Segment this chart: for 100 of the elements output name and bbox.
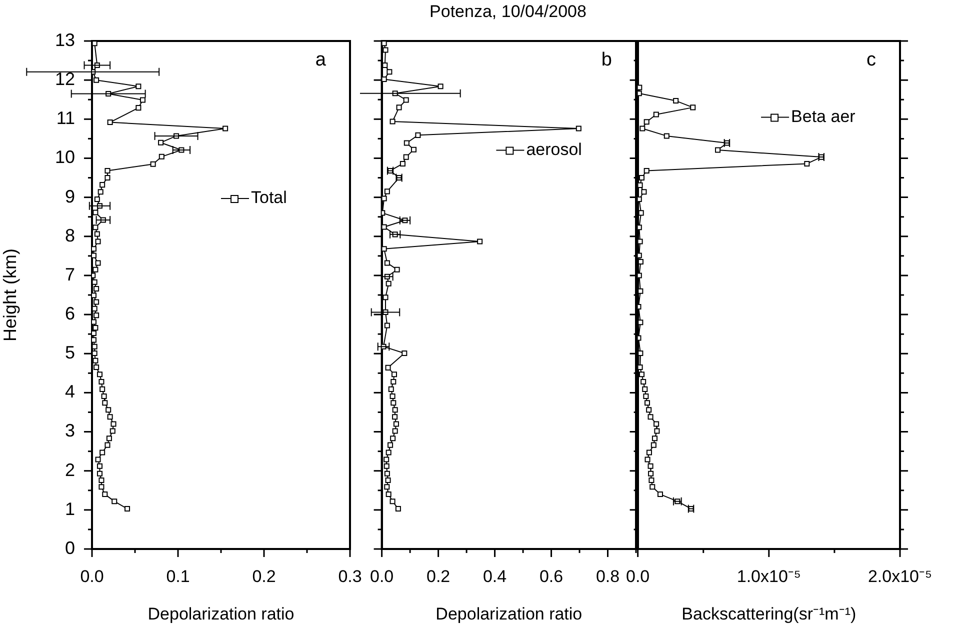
point (395, 506, 401, 512)
annotation: c (866, 50, 876, 71)
point (392, 428, 398, 434)
point (643, 393, 649, 399)
y-tick-label: 3 (64, 420, 75, 441)
point (638, 84, 642, 90)
point (396, 104, 402, 110)
x-tick-label: 0.1 (166, 566, 190, 586)
x-tick-label: 0.3 (338, 566, 362, 586)
point (646, 407, 652, 413)
point (644, 456, 650, 462)
point (576, 126, 582, 132)
point (390, 378, 396, 385)
point (638, 372, 645, 378)
point (382, 196, 387, 202)
annotation: a (315, 50, 326, 71)
point (394, 266, 400, 272)
y-tick-label: 6 (64, 304, 75, 324)
point (654, 421, 660, 427)
point (391, 372, 398, 378)
x-tick-label: 0.0 (80, 566, 104, 586)
y-tick-label: 8 (64, 225, 75, 246)
point (392, 414, 398, 420)
point (392, 407, 398, 413)
x-tick-label: 0.2 (252, 566, 276, 586)
y-tick-label: 0 (64, 538, 75, 558)
x-tick-label: 2.0x10⁻⁵ (868, 566, 932, 586)
point (657, 492, 663, 498)
x-tick-label: 1.0x10⁻⁵ (736, 566, 801, 586)
x-axis-title: Backscattering(sr⁻¹m⁻¹) (682, 604, 856, 624)
point (384, 260, 390, 266)
point (644, 168, 650, 174)
point (715, 147, 721, 153)
point (648, 477, 654, 483)
point (388, 442, 394, 448)
point (648, 470, 654, 476)
point (384, 470, 390, 476)
y-tick-label: 4 (64, 382, 75, 402)
point (650, 484, 656, 490)
point (640, 378, 646, 385)
point (386, 69, 392, 75)
y-tick-label: 11 (56, 108, 75, 128)
x-tick-label: 0.4 (482, 566, 507, 586)
legend-label: aerosol (526, 140, 582, 159)
point (653, 112, 659, 118)
point (664, 133, 670, 139)
point (638, 272, 642, 278)
x-tick-label: 0.0 (370, 566, 394, 586)
point (410, 146, 416, 152)
point (388, 386, 394, 392)
point (384, 188, 390, 194)
point (438, 84, 444, 90)
point (642, 386, 648, 392)
y-tick-label: 2 (64, 460, 75, 480)
point (382, 246, 387, 252)
point (638, 224, 642, 230)
point (638, 175, 645, 181)
point (390, 118, 396, 124)
point (646, 450, 652, 456)
y-tick-label: 10 (54, 147, 75, 168)
point (641, 189, 647, 195)
point (654, 428, 660, 434)
point (638, 252, 642, 258)
point (415, 132, 421, 138)
y-tick-label: 1 (64, 498, 75, 519)
point (640, 126, 646, 132)
legend-label: Total (251, 188, 287, 208)
point (402, 350, 408, 356)
point (393, 421, 399, 427)
point (386, 492, 392, 498)
point (648, 463, 654, 469)
point (644, 119, 650, 125)
point (638, 238, 643, 244)
point (804, 160, 810, 166)
point (400, 160, 406, 166)
point (385, 364, 391, 370)
chart-title: Potenza, 10/04/2008 (430, 2, 586, 22)
legend-label: Beta aer (791, 106, 856, 126)
x-tick-label: 0.8 (596, 566, 620, 586)
point (403, 154, 409, 160)
y-axis-title: Height (km) (0, 248, 20, 342)
point (638, 182, 643, 188)
annotation: b (601, 50, 612, 71)
point (390, 498, 396, 504)
point (404, 140, 410, 146)
y-tick-label: 9 (64, 186, 75, 206)
y-tick-label: 7 (64, 264, 75, 284)
x-axis-title: Depolarization ratio (436, 604, 582, 624)
point (386, 450, 392, 456)
point (384, 456, 390, 462)
point (382, 224, 387, 230)
point (390, 436, 396, 442)
x-tick-label: 0.6 (539, 566, 564, 586)
point (673, 98, 679, 104)
x-tick-label: 0.2 (426, 566, 450, 586)
point (403, 97, 409, 103)
point (384, 484, 390, 490)
point (386, 280, 392, 286)
point (648, 414, 654, 420)
y-tick-label: 13 (54, 30, 75, 50)
